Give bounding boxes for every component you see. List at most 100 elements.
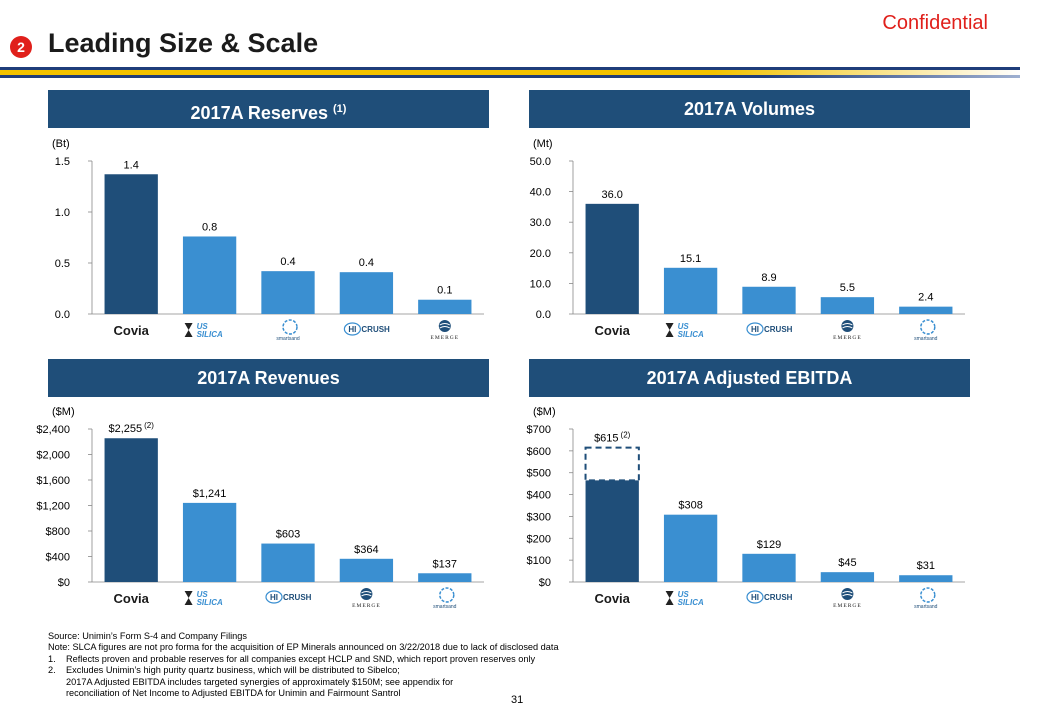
y-tick-label: 1.0	[55, 207, 70, 219]
axis-unit-label: ($M)	[52, 406, 75, 418]
y-tick-label: 1.5	[55, 156, 70, 168]
us-silica-logo-top: US	[197, 322, 209, 331]
footnote-1: 1. Reflects proven and probable reserves…	[48, 654, 559, 665]
covia-logo-text: Covia	[594, 591, 630, 606]
smart-sand-logo-text: smartsand	[276, 336, 300, 342]
data-label: $129	[757, 539, 781, 551]
y-tick-label: 40.0	[530, 187, 551, 199]
y-tick-label: $700	[527, 424, 551, 436]
logo-covia: Covia	[113, 591, 149, 606]
hi-crush-oval-icon	[343, 322, 361, 336]
panel-header-ebitda: 2017A Adjusted EBITDA	[529, 359, 970, 397]
bar-hi-crush	[742, 553, 796, 582]
footnote-number: 1.	[48, 653, 56, 664]
ebitda-chart: ($M) $0 $100 $200 $300 $400 $500 $600 $700 $615 (2…	[527, 406, 965, 610]
footnote-number: 2.	[48, 665, 56, 676]
us-silica-logo-bottom: SILICA	[678, 330, 704, 339]
emerge-logo-text: EMERGE	[833, 335, 862, 341]
emerge-logo-text: EMERGE	[430, 335, 459, 341]
volumes-chart: (Mt) 0.0 10.0 20.0 30.0 40.0 50.0 36.0 Covia 15.1…	[530, 138, 965, 342]
us-silica-logo-bottom: SILICA	[197, 598, 223, 607]
bar-smart-sand	[899, 575, 953, 582]
y-tick-label: $200	[527, 533, 551, 545]
data-label: 0.4	[280, 256, 295, 268]
us-silica-logo-top: US	[678, 322, 690, 331]
us-silica-logo-top: US	[197, 590, 209, 599]
section-number-badge: 2	[10, 36, 32, 58]
hourglass-icon	[184, 591, 193, 605]
hi-crush-logo-crush: CRUSH	[764, 593, 793, 602]
us-silica-logo-bottom: SILICA	[678, 598, 704, 607]
y-tick-label: 10.0	[530, 278, 551, 290]
covia-logo-text: Covia	[113, 591, 149, 606]
y-tick-label: $2,400	[36, 424, 70, 436]
data-label: $364	[354, 544, 378, 556]
bar-emerge	[418, 299, 472, 314]
hi-crush-logo-hi: HI	[348, 325, 356, 334]
panel-header-volumes: 2017A Volumes	[529, 90, 970, 128]
footnote-text: Reflects proven and probable reserves fo…	[66, 653, 536, 664]
hourglass-icon	[184, 323, 193, 337]
footnote-2: 2. Excludes Unimin’s high purity quartz …	[48, 665, 559, 676]
data-label-footnote: (2)	[621, 431, 631, 440]
panel-title: 2017A Reserves	[190, 103, 328, 123]
bar-us-silica	[663, 267, 718, 314]
header-rule-gold	[0, 70, 1020, 75]
logo-covia: Covia	[113, 323, 149, 338]
y-tick-label: $2,000	[36, 450, 70, 462]
header-rule-lower	[0, 75, 1020, 78]
bar-emerge	[820, 297, 875, 314]
logo-covia: Covia	[594, 323, 630, 338]
hi-crush-logo-hi: HI	[751, 593, 759, 602]
emerge-wave-icon	[842, 591, 853, 597]
page-title: Leading Size & Scale	[48, 28, 319, 58]
us-silica-logo-top: US	[678, 590, 690, 599]
bar-us-silica	[182, 236, 237, 314]
hi-crush-logo-hi: HI	[270, 593, 278, 602]
data-label: 2.4	[918, 292, 933, 304]
y-tick-label: 20.0	[530, 248, 551, 260]
hourglass-icon	[665, 323, 674, 337]
hi-crush-oval-icon	[746, 590, 764, 604]
footnote-2-cont-b: reconciliation of Net Income to Adjusted…	[66, 688, 401, 699]
smart-sand-globe-icon	[282, 319, 298, 335]
bar-smart-sand	[899, 306, 953, 314]
bar-covia	[585, 480, 639, 582]
data-label: $603	[276, 529, 300, 541]
data-label: $615 (2)	[594, 431, 631, 445]
logo-smart-sand: smartsand	[276, 319, 300, 342]
y-tick-label: $0	[539, 577, 551, 589]
logo-smart-sand: smartsand	[433, 587, 457, 610]
logo-smart-sand: smartsand	[914, 587, 938, 610]
axis-unit-label: (Mt)	[533, 138, 553, 150]
bar-covia	[585, 203, 639, 314]
logo-hi-crush: HI CRUSH	[265, 590, 312, 604]
y-tick-label: $1,200	[36, 501, 70, 513]
hourglass-icon	[665, 591, 674, 605]
hi-crush-logo-crush: CRUSH	[361, 325, 390, 334]
hi-crush-logo-hi: HI	[751, 325, 759, 334]
data-label: 5.5	[840, 282, 855, 294]
synergy-dashed-segment	[584, 446, 640, 482]
bar-emerge	[820, 572, 875, 582]
panel-header-revenues: 2017A Revenues	[48, 359, 489, 397]
y-tick-label: 0.0	[55, 309, 70, 321]
data-label: $1,241	[193, 488, 227, 500]
y-tick-label: $400	[527, 490, 551, 502]
y-tick-label: $0	[58, 577, 70, 589]
logo-hi-crush: HI CRUSH	[746, 322, 793, 336]
bar-hi-crush	[339, 272, 394, 314]
bar-hi-crush	[261, 543, 315, 582]
data-label: $45	[838, 557, 856, 569]
footnote-source: Source: Unimin’s Form S-4 and Company Fi…	[48, 631, 247, 641]
data-label: 15.1	[680, 253, 701, 265]
revenues-chart: ($M) $0 $400 $800 $1,200 $1,600 $2,000 $2,400 $2…	[36, 406, 484, 610]
axis-unit-label: (Bt)	[52, 138, 70, 150]
panel-header-reserves: 2017A Reserves (1)	[48, 90, 489, 128]
data-label-footnote: (2)	[144, 421, 154, 430]
panel-title: 2017A Volumes	[683, 99, 816, 119]
smart-sand-globe-icon	[920, 587, 936, 603]
bar-us-silica	[182, 502, 237, 582]
y-tick-label: $800	[46, 526, 70, 538]
